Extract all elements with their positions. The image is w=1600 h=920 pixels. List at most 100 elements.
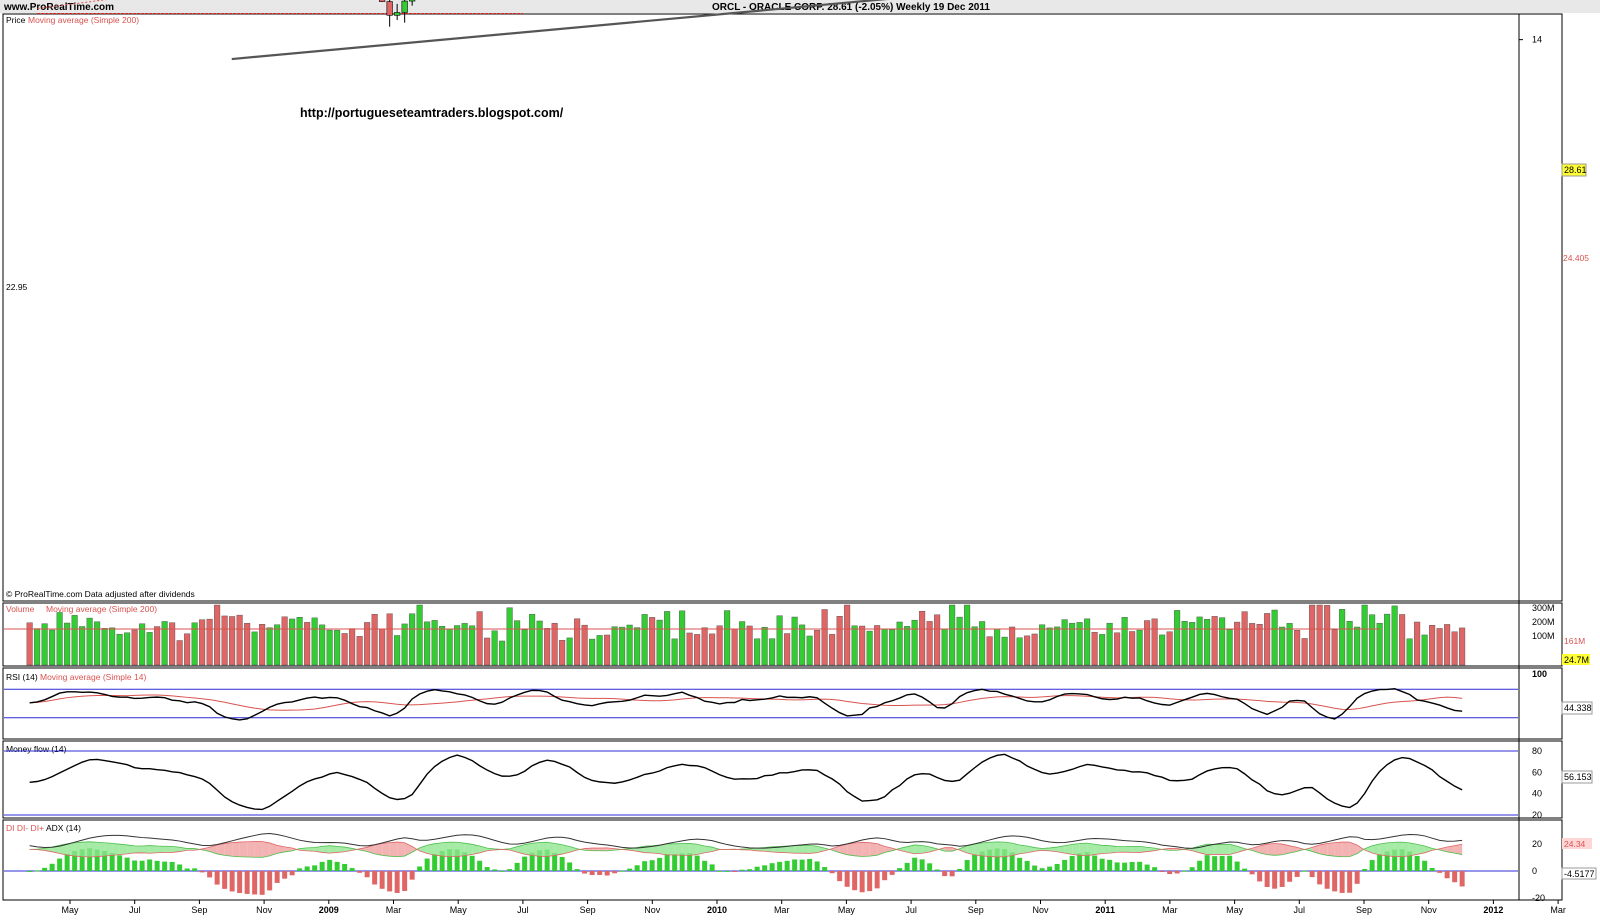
volume-bar	[1151, 618, 1158, 666]
volume-bar	[566, 637, 573, 666]
di-fill	[134, 845, 143, 853]
volume-bar	[604, 634, 611, 666]
volume-bar	[1106, 622, 1113, 666]
di-fill	[944, 847, 953, 852]
volume-bar	[1249, 623, 1256, 666]
di-value-box	[1562, 838, 1592, 849]
di-fill	[1372, 843, 1380, 855]
volume-bar	[184, 633, 191, 666]
dmi-hist-bar	[439, 850, 445, 871]
di-fill	[434, 842, 443, 857]
trendline	[231, 0, 888, 61]
volume-bar	[1069, 622, 1076, 666]
volume-bar	[191, 622, 198, 666]
di-fill	[877, 843, 885, 856]
volume-bar	[829, 634, 836, 666]
dmi-hist-bar	[1197, 860, 1203, 871]
hist-value: -4.5177	[1564, 869, 1595, 879]
volume-bar	[356, 636, 363, 666]
di-fill	[1342, 842, 1350, 857]
di-fill	[869, 842, 878, 857]
mfi-value-box	[1561, 770, 1593, 784]
volume-bar	[484, 637, 491, 666]
x-tick-label: Mar	[1550, 905, 1566, 915]
dmi-hist-bar	[222, 871, 228, 889]
x-tick-label: Nov	[644, 905, 661, 915]
di-fill	[697, 844, 705, 855]
volume-bar	[101, 628, 108, 666]
di-fill	[809, 845, 818, 854]
di-fill	[1229, 844, 1238, 855]
level-label: 22.95	[6, 282, 28, 292]
dmi-hist-bar	[109, 853, 115, 871]
volume-bar	[1016, 637, 1023, 666]
volume-bar	[791, 616, 798, 666]
volume-bar	[574, 618, 581, 666]
dmi-hist-bar	[747, 869, 753, 871]
volume-bar	[739, 621, 746, 666]
di-fill	[1109, 845, 1118, 854]
di-fill	[1019, 845, 1028, 854]
volume-bar	[266, 627, 273, 666]
volume-bar	[1316, 604, 1323, 666]
dmi-hist-bar	[79, 849, 85, 871]
di-fill	[1327, 842, 1335, 857]
chart-title: ORCL - ORACLE CORP. 28.61 (-2.05%) Weekl…	[712, 2, 990, 13]
di-fill	[1087, 843, 1095, 856]
di-fill	[1147, 847, 1155, 852]
volume-bar	[836, 616, 843, 666]
volume-bar	[746, 625, 753, 666]
candle-body	[409, 0, 416, 2]
x-tick-label: Sep	[1356, 905, 1372, 915]
dmi-hist-bar	[874, 871, 880, 889]
volume-bar	[656, 619, 663, 666]
di-fill	[974, 842, 983, 856]
dmi-hist-bar	[169, 861, 175, 871]
volume-bar	[859, 625, 866, 666]
di-fill	[142, 845, 150, 854]
di-fill	[262, 841, 270, 858]
volume-bar	[229, 616, 236, 666]
x-tick-label: Mar	[386, 905, 402, 915]
di-fill	[337, 846, 345, 853]
dmi-hist-bar	[319, 861, 325, 871]
dmi-hist-bar	[867, 871, 873, 892]
dmi-hist-bar	[94, 849, 100, 871]
rsi-ma-label: Moving average (Simple 14)	[40, 672, 146, 682]
dmi-hist-bar	[1369, 860, 1375, 871]
di-fill	[1132, 846, 1140, 853]
dmi-hist-bar	[754, 866, 760, 871]
volume-bar	[821, 609, 828, 666]
di-fill	[652, 845, 660, 854]
x-tick-label: May	[1226, 905, 1244, 915]
volume-bar	[1384, 613, 1391, 666]
volume-bar	[319, 624, 326, 666]
volume-bar	[26, 622, 33, 666]
dmi-hist-bar	[282, 871, 288, 879]
volume-bar	[424, 621, 431, 666]
di-fill	[1057, 845, 1065, 854]
di-fill	[914, 844, 923, 854]
dmi-hist-bar	[859, 871, 865, 893]
volume-bar	[469, 625, 476, 666]
di-fill	[1439, 846, 1448, 852]
dmi-hist-bar	[544, 849, 550, 871]
di-fill	[1237, 846, 1245, 853]
di-fill	[329, 845, 338, 854]
volume-bar	[311, 617, 318, 666]
dmi-hist-bar	[957, 868, 963, 871]
di-fill	[1282, 844, 1290, 855]
dmi-hist-bar	[139, 860, 145, 871]
volume-last-value: 24.7M	[1564, 655, 1589, 665]
x-tick-label: Mar	[1162, 905, 1178, 915]
di-fill	[1409, 842, 1418, 856]
dmi-hist-bar	[1324, 871, 1330, 889]
volume-bar	[611, 626, 618, 666]
dmi-hist-bar	[897, 868, 903, 871]
di-fill	[922, 845, 930, 854]
volume-bar	[1159, 634, 1166, 666]
di-fill	[59, 843, 68, 856]
di-fill	[659, 843, 668, 856]
volume-bar	[1376, 622, 1383, 666]
volume-bar	[86, 617, 93, 666]
